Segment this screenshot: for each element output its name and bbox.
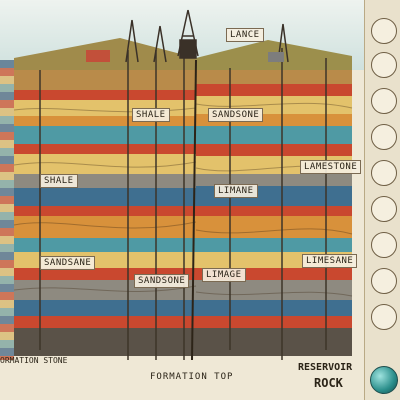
label-limesane: LIMESANE	[302, 254, 358, 268]
reservoir-globe-icon	[370, 366, 398, 394]
building	[268, 52, 284, 62]
label-limestone: LAMESTONE	[300, 160, 362, 174]
label-lance: LANCE	[226, 28, 264, 42]
label-sandstone-left: SANDSANE	[40, 256, 96, 270]
label-sandstone-upper: SANDSONE	[208, 108, 264, 122]
drill-rig-icon	[177, 9, 199, 59]
label-formation-top: FORMATION TOP	[150, 372, 234, 382]
sample-core-icon	[371, 160, 397, 186]
building	[86, 50, 110, 62]
sample-core-icon	[371, 196, 397, 222]
label-limane: LIMANE	[214, 184, 258, 198]
compass-icon	[371, 232, 397, 258]
label-limage: LIMAGE	[202, 268, 246, 282]
legend-column	[364, 0, 400, 400]
label-reservoir: RESERVOIR	[298, 362, 353, 373]
sample-core-icon	[371, 124, 397, 150]
label-sandstone-center: SANDSONE	[134, 274, 190, 288]
strata-right-block	[196, 70, 352, 356]
label-rock: ROCK	[314, 376, 343, 390]
strata-texture	[13, 102, 353, 297]
sample-core-icon	[371, 52, 397, 78]
fault-line	[191, 59, 197, 361]
compass-icon	[371, 304, 397, 330]
side-color-strip	[0, 60, 14, 360]
label-shale-upper: SHALE	[132, 108, 170, 122]
compass-icon	[371, 88, 397, 114]
label-formation-stone: ORMATION STONE	[0, 356, 68, 365]
sample-core-icon	[371, 18, 397, 44]
water-drop-icon	[371, 268, 397, 294]
label-shale-left: SHALE	[40, 174, 78, 188]
